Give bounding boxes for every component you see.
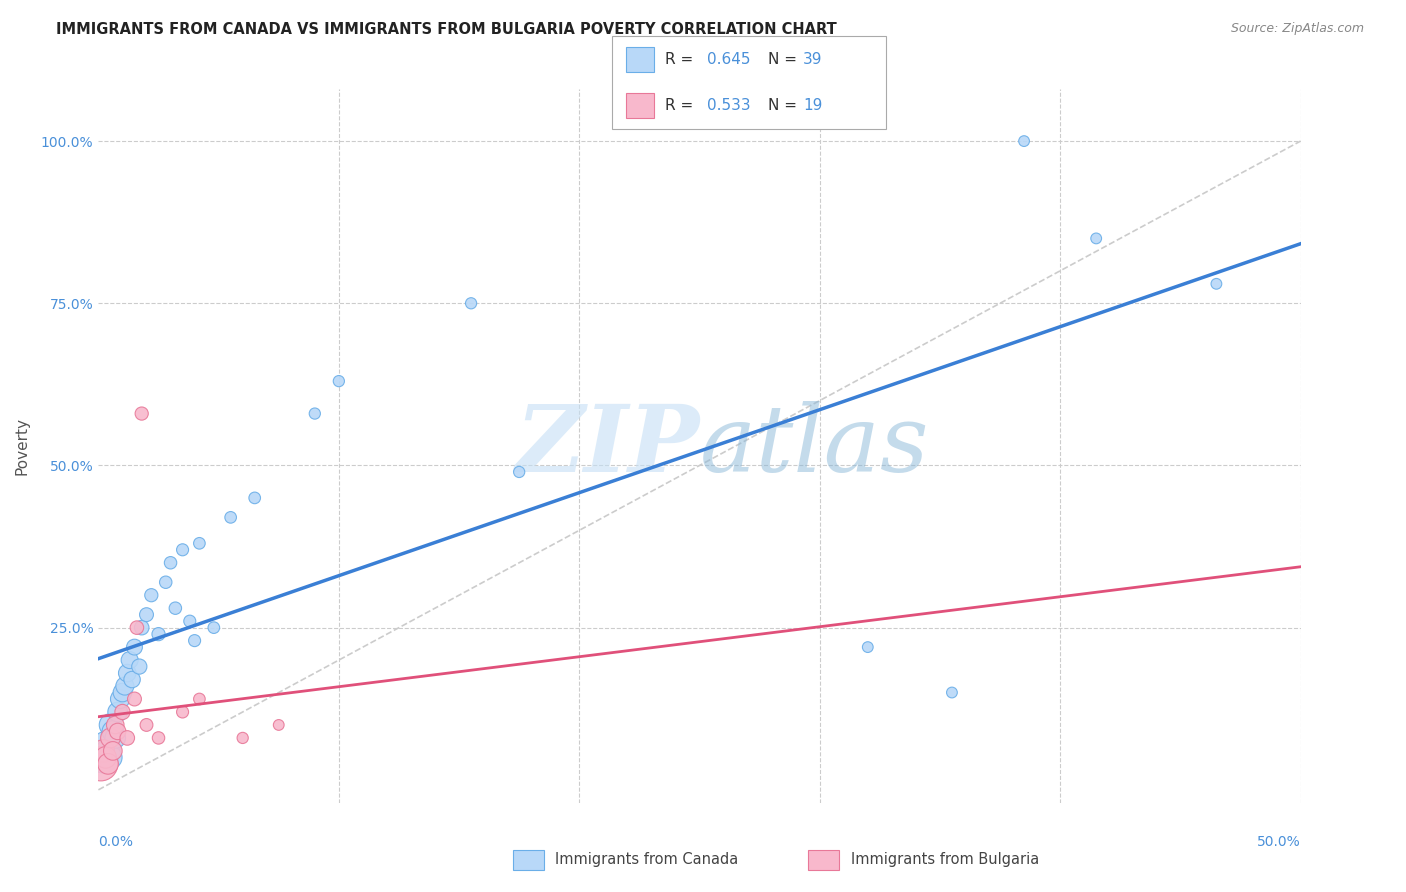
Text: 19: 19 <box>803 98 823 113</box>
Point <box>1205 277 1227 291</box>
Point <box>328 374 350 388</box>
Text: N =: N = <box>768 52 801 67</box>
Text: N =: N = <box>768 98 801 113</box>
Point <box>135 607 157 622</box>
Point <box>121 673 143 687</box>
Point <box>155 575 177 590</box>
Point <box>100 718 122 732</box>
Point <box>941 685 963 699</box>
Point <box>101 744 124 758</box>
Text: 0.533: 0.533 <box>707 98 751 113</box>
Text: Immigrants from Canada: Immigrants from Canada <box>555 853 738 867</box>
Point <box>243 491 266 505</box>
Point <box>100 750 122 764</box>
Point <box>165 601 187 615</box>
Text: R =: R = <box>665 98 699 113</box>
Point <box>508 465 530 479</box>
Point <box>172 542 194 557</box>
Text: 50.0%: 50.0% <box>1257 835 1301 849</box>
Point <box>100 731 122 745</box>
Point <box>172 705 194 719</box>
Point <box>104 731 127 745</box>
Point <box>148 627 170 641</box>
Text: Immigrants from Bulgaria: Immigrants from Bulgaria <box>851 853 1039 867</box>
Text: atlas: atlas <box>699 401 929 491</box>
Point <box>1012 134 1035 148</box>
Point <box>131 407 153 421</box>
Point <box>267 718 290 732</box>
Point <box>124 640 146 654</box>
Point <box>111 685 134 699</box>
Point <box>91 750 114 764</box>
Y-axis label: Poverty: Poverty <box>15 417 30 475</box>
Point <box>107 705 129 719</box>
Point <box>179 614 201 628</box>
Point <box>128 659 150 673</box>
Point <box>131 621 153 635</box>
Point <box>219 510 242 524</box>
Point <box>1085 231 1108 245</box>
Point <box>117 731 139 745</box>
Point <box>117 666 139 681</box>
Point <box>97 744 120 758</box>
Point <box>114 679 136 693</box>
Point <box>91 744 114 758</box>
Point <box>124 692 146 706</box>
Text: IMMIGRANTS FROM CANADA VS IMMIGRANTS FROM BULGARIA POVERTY CORRELATION CHART: IMMIGRANTS FROM CANADA VS IMMIGRANTS FRO… <box>56 22 837 37</box>
Point <box>183 633 205 648</box>
Point <box>159 556 181 570</box>
Point <box>856 640 879 654</box>
Point <box>90 756 112 771</box>
Point <box>188 692 211 706</box>
Point <box>94 750 117 764</box>
Text: 0.0%: 0.0% <box>98 835 134 849</box>
Point <box>232 731 254 745</box>
Point <box>104 718 127 732</box>
Point <box>188 536 211 550</box>
Point <box>135 718 157 732</box>
Point <box>460 296 482 310</box>
Point <box>101 724 124 739</box>
Text: ZIP: ZIP <box>515 401 699 491</box>
Point <box>97 756 120 771</box>
Point <box>94 738 117 752</box>
Text: 39: 39 <box>803 52 823 67</box>
Point <box>304 407 326 421</box>
Text: Source: ZipAtlas.com: Source: ZipAtlas.com <box>1230 22 1364 36</box>
Point <box>107 724 129 739</box>
Point <box>125 621 148 635</box>
Text: 0.645: 0.645 <box>707 52 751 67</box>
Point <box>202 621 225 635</box>
Point <box>141 588 163 602</box>
Point <box>118 653 141 667</box>
Point <box>148 731 170 745</box>
Point <box>111 705 134 719</box>
Point <box>108 692 131 706</box>
Text: R =: R = <box>665 52 699 67</box>
